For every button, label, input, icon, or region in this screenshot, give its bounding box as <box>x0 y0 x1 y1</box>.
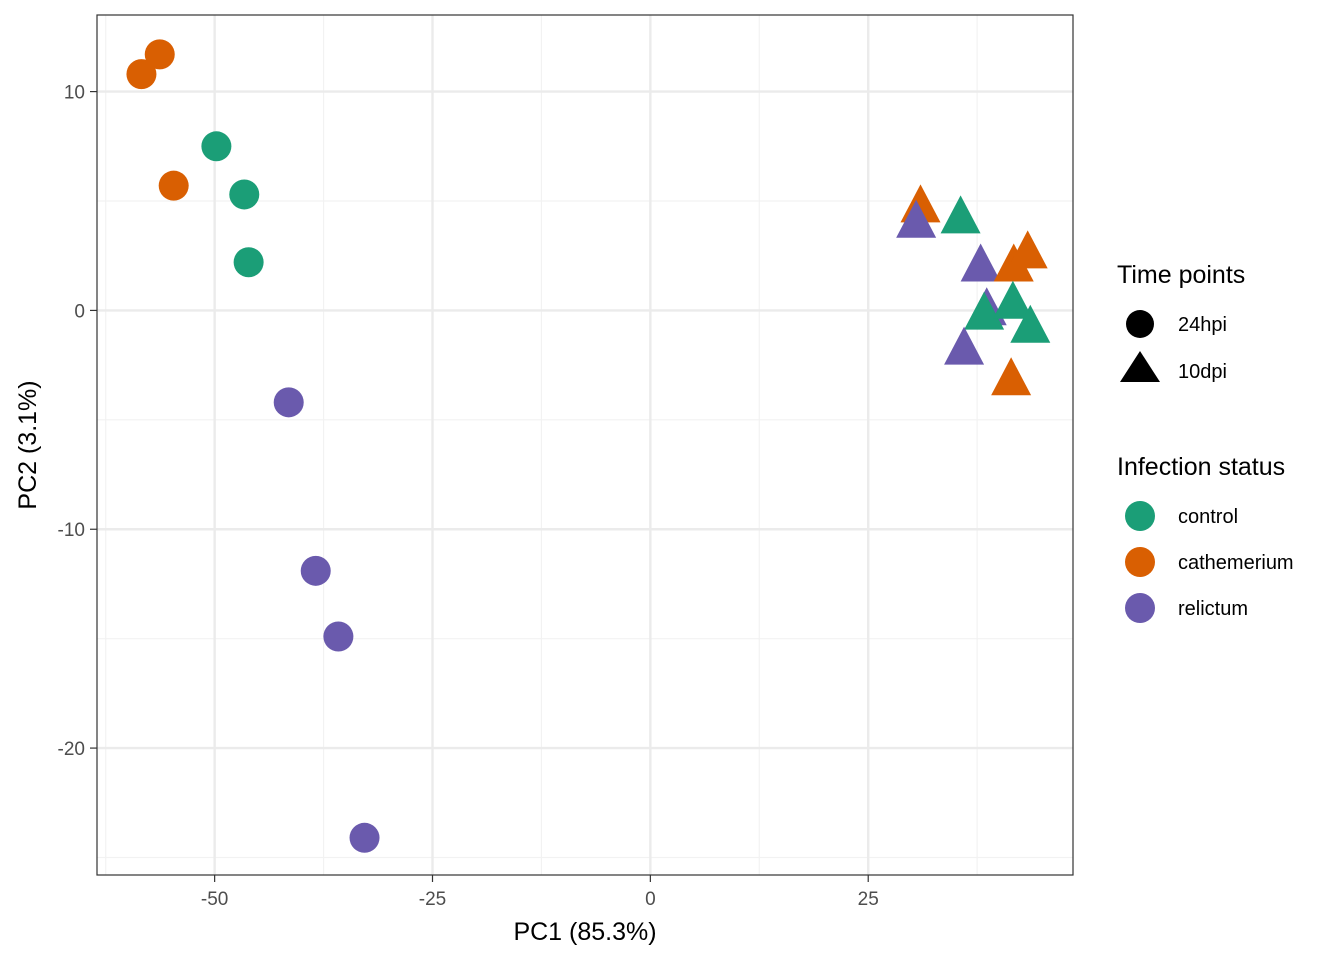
point-relictum-10dpi-11 <box>896 199 937 238</box>
point-cathemerium-10dpi-21 <box>991 357 1032 396</box>
point-control-10dpi-17 <box>964 291 1005 330</box>
legend-title-infection-status: Infection status <box>1117 453 1285 481</box>
axis-ticks: -50 -25 0 25 -20 -10 0 10 <box>58 83 879 910</box>
legend-label-10dpi: 10dpi <box>1178 361 1227 383</box>
legend-key-cathemerium <box>1125 547 1155 577</box>
point-control-10dpi-18 <box>992 280 1033 319</box>
legend-label-control: control <box>1178 506 1238 528</box>
y-tick-label-3: 10 <box>64 83 85 104</box>
legend-key-relictum <box>1125 593 1155 623</box>
point-cathemerium-10dpi-15 <box>1007 230 1048 269</box>
legend-label-24hpi: 24hpi <box>1178 314 1227 336</box>
point-relictum-10dpi-20 <box>944 326 985 365</box>
legend-title-time-points: Time points <box>1117 261 1245 289</box>
point-control-10dpi-19 <box>1010 304 1051 343</box>
x-tick-label-1: -25 <box>419 889 446 910</box>
point-relictum-24hpi-7 <box>300 555 331 586</box>
panel-background <box>97 15 1073 875</box>
legend-key-triangle <box>1120 351 1160 382</box>
point-cathemerium-24hpi-1 <box>144 39 175 70</box>
y-tick-label-1: -10 <box>58 520 85 541</box>
x-tick-label-3: 25 <box>858 889 879 910</box>
point-relictum-24hpi-9 <box>349 822 380 853</box>
grid-lines <box>97 15 1073 875</box>
x-axis-title: PC1 (85.3%) <box>513 918 656 946</box>
point-relictum-10dpi-13 <box>960 243 1001 282</box>
y-axis-title: PC2 (3.1%) <box>14 380 42 509</box>
legend-key-circle <box>1126 310 1154 338</box>
point-cathemerium-24hpi-2 <box>158 170 189 201</box>
x-tick-label-0: -50 <box>201 889 228 910</box>
legend-key-control <box>1125 501 1155 531</box>
y-tick-label-2: 0 <box>74 301 85 322</box>
point-relictum-24hpi-6 <box>273 387 304 418</box>
point-control-24hpi-3 <box>201 131 232 162</box>
legend: Time points 24hpi 10dpi Infection status… <box>1117 261 1294 623</box>
legend-label-relictum: relictum <box>1178 598 1248 620</box>
panel-border <box>96 14 1074 876</box>
legend-label-cathemerium: cathemerium <box>1178 552 1294 574</box>
y-tick-label-0: -20 <box>58 739 85 760</box>
point-relictum-24hpi-8 <box>323 621 354 652</box>
point-cathemerium-24hpi-0 <box>126 59 157 90</box>
x-tick-label-2: 0 <box>645 889 656 910</box>
point-control-24hpi-5 <box>233 247 264 278</box>
data-points <box>126 39 1051 853</box>
point-control-10dpi-12 <box>940 195 981 234</box>
point-control-24hpi-4 <box>229 179 260 210</box>
